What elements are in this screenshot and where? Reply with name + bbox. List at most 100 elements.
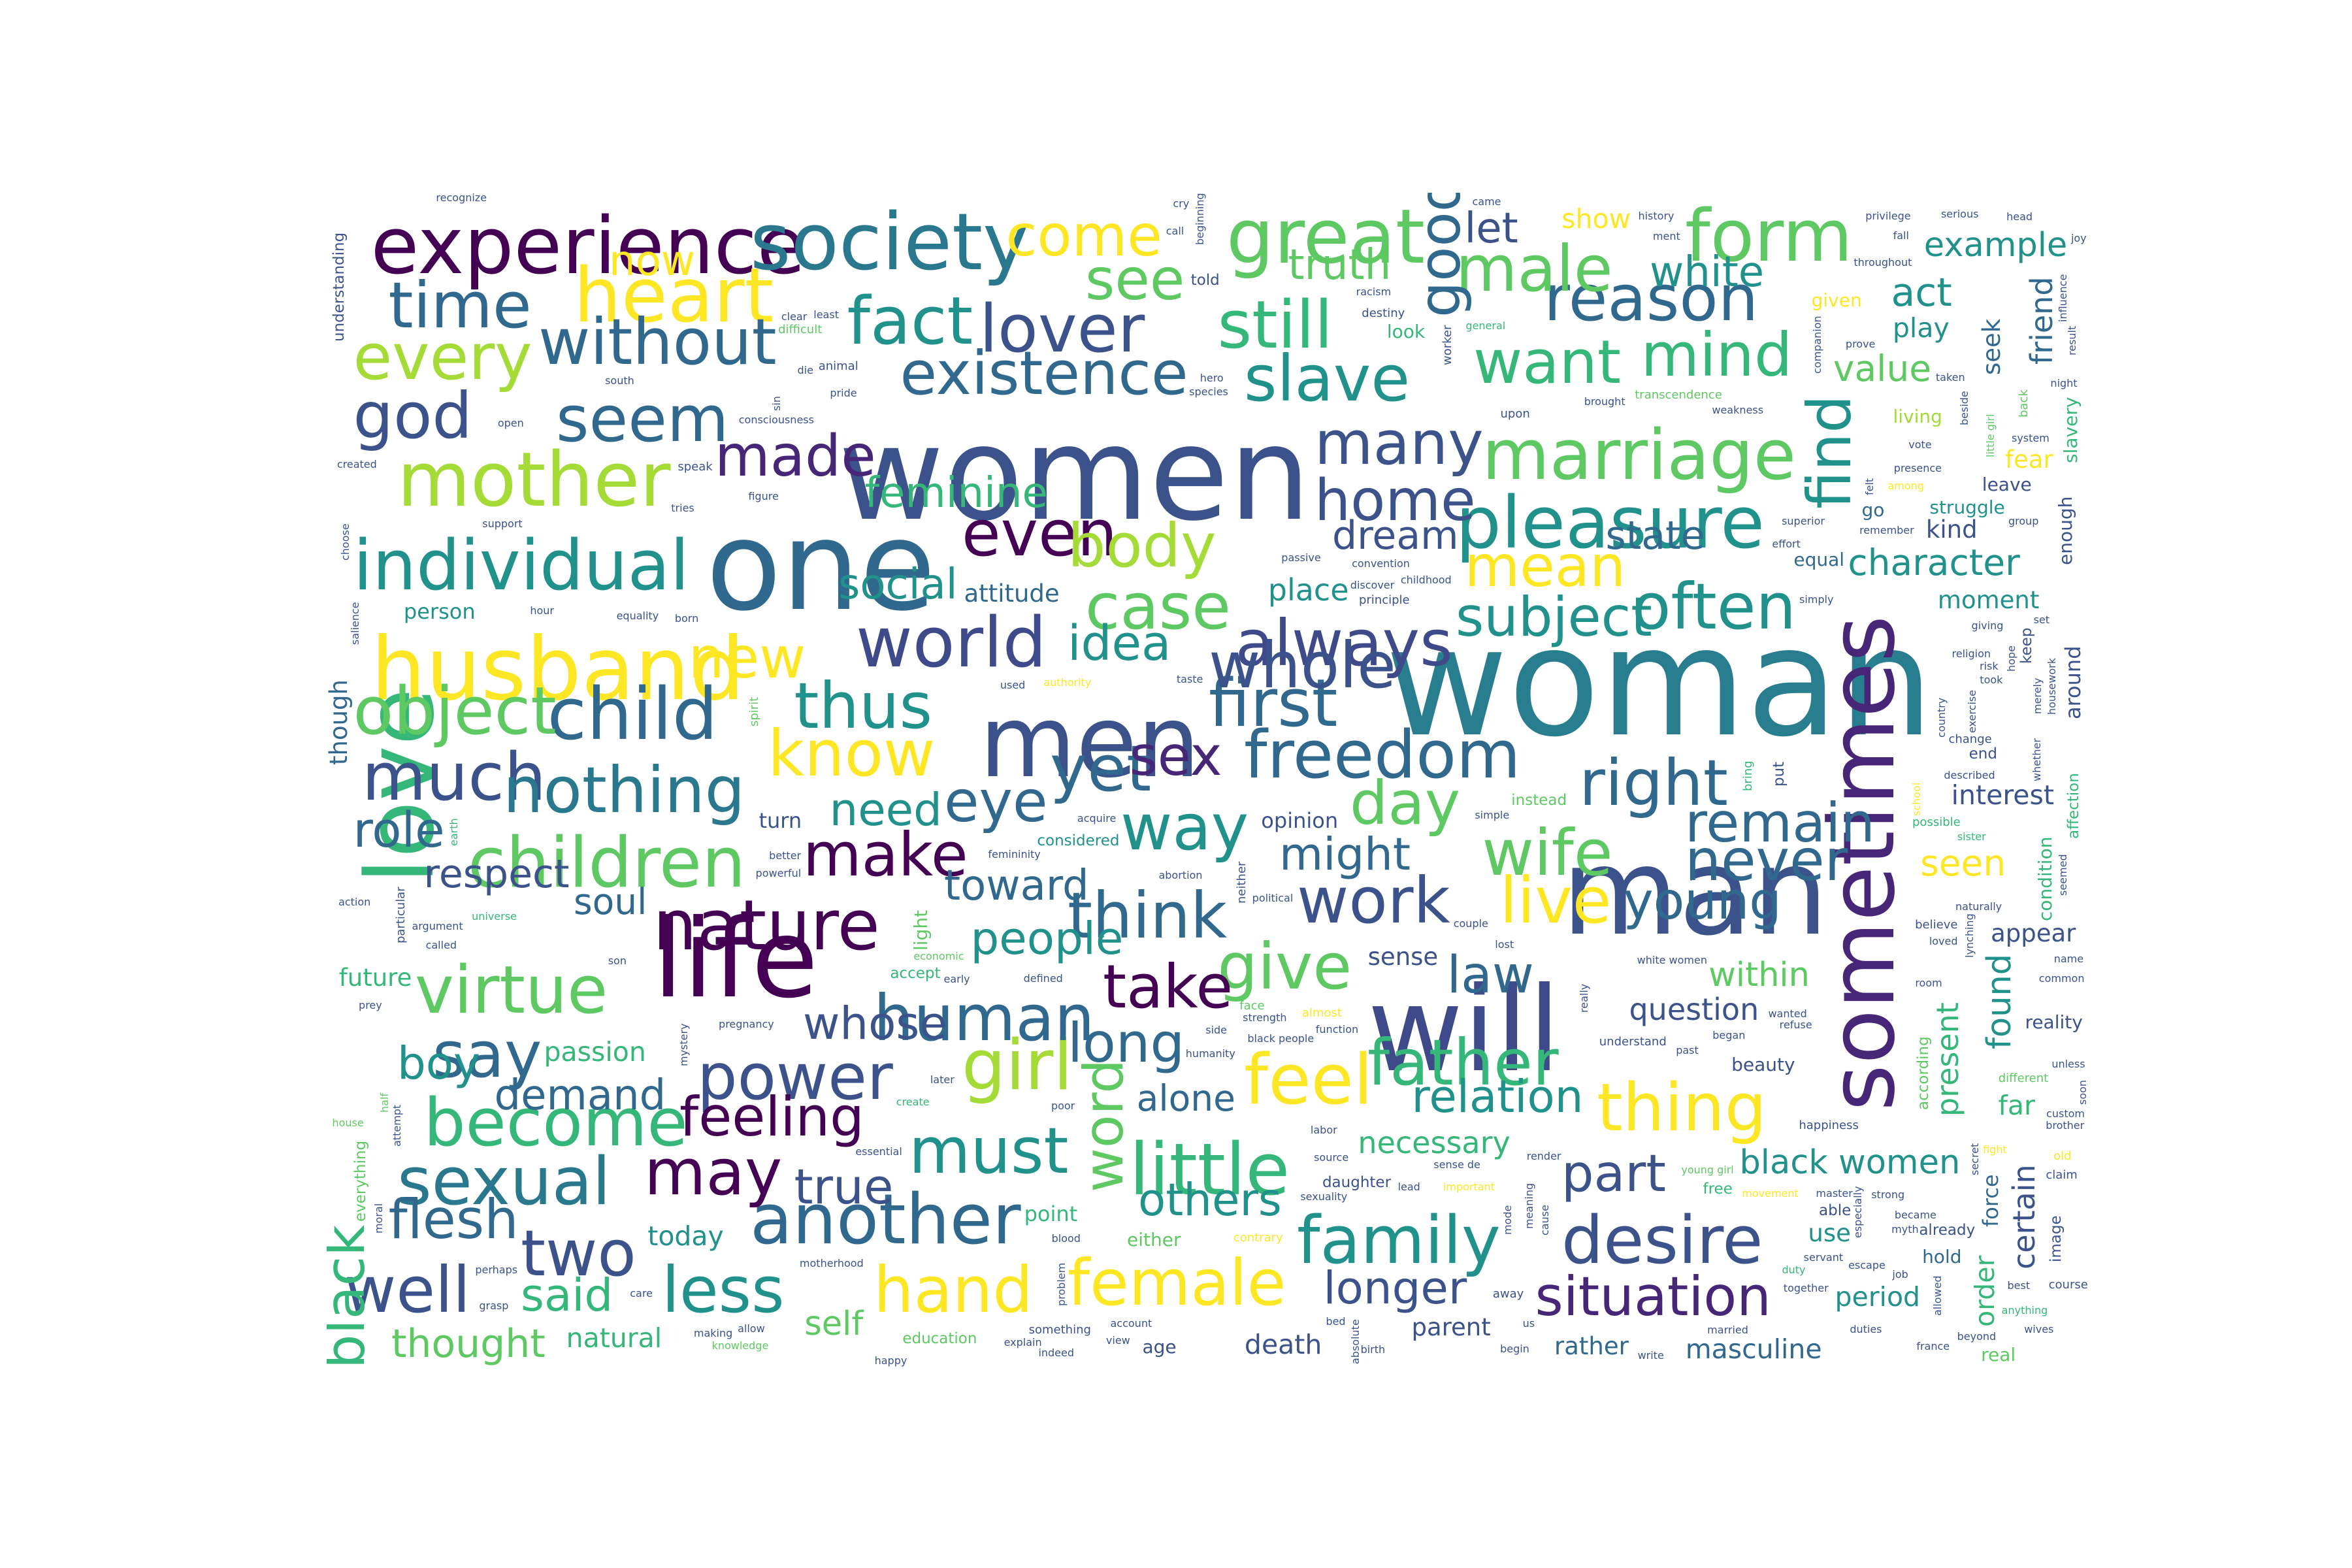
word-difficult: difficult — [778, 322, 823, 336]
word-now: now — [609, 237, 696, 286]
word-serious: serious — [1940, 208, 1979, 221]
word-daughter: daughter — [1322, 1174, 1392, 1192]
word-cloud: woman women one man will life men love sometimes… — [327, 193, 2091, 1369]
word-femininity: femininity — [988, 847, 1041, 860]
word-open: open — [497, 417, 524, 430]
word-many: many — [1315, 408, 1484, 478]
word-black: black — [327, 1224, 377, 1369]
word-present: present — [1929, 1002, 1965, 1117]
word-lover: lover — [979, 289, 1145, 367]
word-source: source — [1314, 1151, 1349, 1164]
word-strength: strength — [1243, 1011, 1287, 1024]
word-created: created — [336, 458, 377, 471]
word-particular: particular — [394, 887, 408, 944]
word-see: see — [1085, 246, 1185, 313]
word-look: look — [1386, 320, 1426, 342]
word-taken: taken — [1935, 371, 1965, 384]
word-simply: simply — [1799, 593, 1834, 606]
word-place: place — [1267, 572, 1349, 608]
word-making: making — [693, 1327, 733, 1340]
word-tries: tries — [671, 502, 694, 515]
word-create: create — [896, 1096, 930, 1109]
word-passion: passion — [544, 1036, 646, 1068]
word-seemed: seemed — [2057, 854, 2070, 896]
word-will: will — [1367, 962, 1561, 1098]
word-reason: reason — [1544, 261, 1759, 335]
word-grasp: grasp — [479, 1299, 509, 1313]
word-end: end — [1968, 745, 1997, 762]
word-different: different — [1998, 1071, 2049, 1085]
word-perhaps: perhaps — [475, 1263, 518, 1276]
word-married: married — [1707, 1323, 1748, 1336]
word-political: political — [1252, 892, 1294, 904]
word-south: south — [605, 374, 634, 387]
word-fall: fall — [1893, 229, 1909, 242]
word-escape: escape — [1848, 1258, 1886, 1271]
word-another: another — [750, 1179, 1021, 1260]
word-action: action — [338, 895, 371, 908]
word-part: part — [1561, 1144, 1666, 1203]
word-early: early — [943, 973, 970, 986]
word-clear: clear — [781, 310, 808, 323]
word-beside: beside — [1957, 391, 1970, 425]
word-face: face — [1239, 999, 1265, 1013]
word-object: object — [353, 672, 557, 749]
word-dream: dream — [1332, 513, 1459, 559]
word-cause: cause — [1538, 1205, 1551, 1236]
word-fear: fear — [2005, 445, 2053, 474]
word-sin: sin — [770, 396, 783, 412]
word-job: job — [1892, 1268, 1908, 1281]
word-condition: condition — [2034, 836, 2056, 921]
word-general: general — [1465, 319, 1506, 332]
word-vote: vote — [1908, 438, 1932, 451]
word-image: image — [2048, 1215, 2065, 1263]
word-relation: relation — [1411, 1071, 1584, 1123]
word-side: side — [1205, 1023, 1228, 1036]
word-leave: leave — [1982, 473, 2032, 495]
word-almost: almost — [1301, 1006, 1342, 1021]
word-hold: hold — [1922, 1245, 1962, 1267]
word-blood: blood — [1051, 1232, 1081, 1245]
word-naturally: naturally — [1955, 900, 2002, 913]
word-speak: speak — [678, 460, 713, 474]
word-think: think — [1068, 878, 1228, 953]
word-take: take — [1103, 952, 1233, 1022]
word-home: home — [1315, 466, 1476, 534]
word-go: go — [1861, 499, 1885, 521]
word-bed: bed — [1326, 1315, 1346, 1328]
word-thought: thought — [391, 1320, 546, 1367]
word-force: force — [1978, 1174, 2004, 1227]
word-equal: equal — [1793, 549, 1845, 571]
word-beginning: beginning — [1193, 193, 1206, 246]
word-person: person — [403, 598, 476, 624]
word-acquire: acquire — [1077, 811, 1117, 825]
word-seem: seem — [556, 382, 729, 457]
word-accept: accept — [890, 964, 941, 982]
word-explain: explain — [1004, 1336, 1042, 1349]
word-used: used — [1000, 678, 1026, 691]
word-prove: prove — [1845, 338, 1876, 351]
word-night: night — [2050, 377, 2078, 390]
word-much: much — [362, 738, 546, 815]
word-movement: movement — [1742, 1187, 1799, 1200]
word-neither: neither — [1235, 861, 1249, 904]
word-poor: poor — [1051, 1100, 1075, 1113]
word-influence: influence — [2056, 274, 2069, 323]
word-remain: remain — [1685, 791, 1875, 855]
word-attempt: attempt — [390, 1104, 403, 1147]
word-animal: animal — [818, 359, 858, 373]
word-function: function — [1315, 1023, 1359, 1036]
word-certain: certain — [2006, 1164, 2042, 1270]
word-case: case — [1085, 570, 1231, 644]
word-fact: fact — [847, 282, 973, 360]
word-though: though — [327, 679, 353, 765]
word-without: without — [538, 305, 777, 379]
word-merely: merely — [2031, 678, 2044, 714]
word-make: make — [803, 819, 968, 890]
word-allowed: allowed — [1931, 1275, 1944, 1316]
word-housework: housework — [2046, 658, 2059, 715]
word-existence: existence — [900, 338, 1188, 408]
word-may: may — [644, 1135, 783, 1210]
word-girl: girl — [962, 1024, 1073, 1105]
word-giving: giving — [1971, 619, 2004, 632]
